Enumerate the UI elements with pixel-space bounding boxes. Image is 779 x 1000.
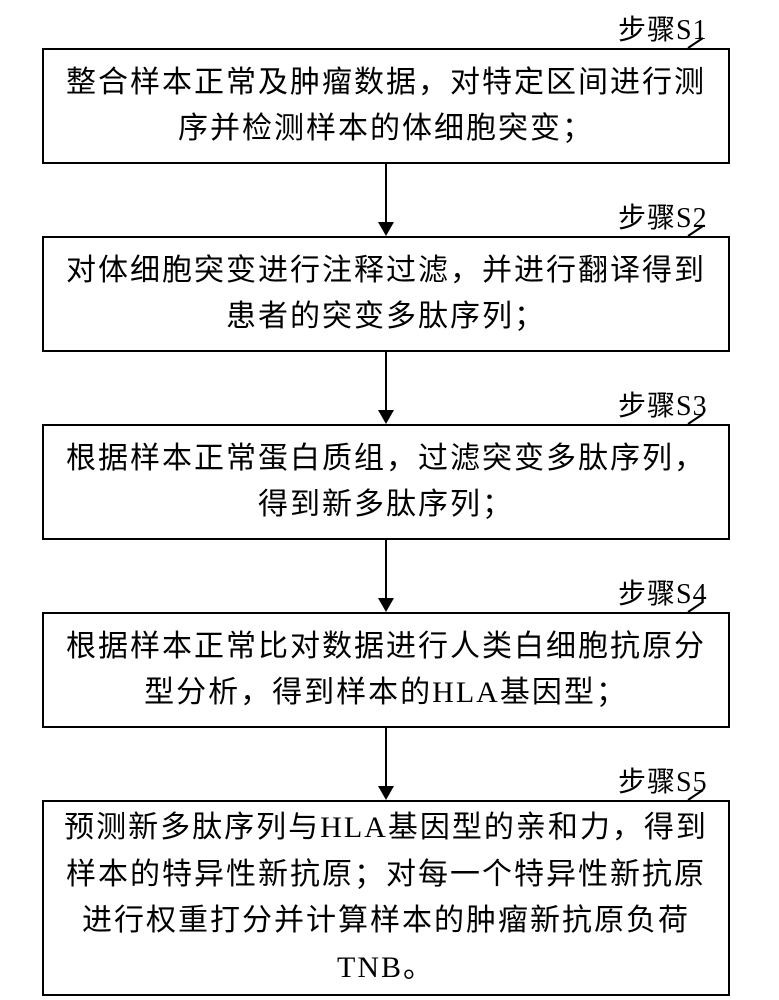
arrow-head-icon-1: [378, 222, 394, 236]
step-text-S2: 对体细胞突变进行注释过滤，并进行翻译得到患者的突变多肽序列；: [62, 248, 710, 341]
step-box-S2: 对体细胞突变进行注释过滤，并进行翻译得到患者的突变多肽序列；: [42, 236, 730, 352]
lead-line-S2: [686, 224, 705, 238]
lead-line-S5: [686, 788, 705, 802]
step-text-S3: 根据样本正常蛋白质组，过滤突变多肽序列，得到新多肽序列；: [62, 436, 710, 529]
lead-line-S1: [686, 36, 705, 50]
arrow-head-icon-2: [378, 410, 394, 424]
step-text-S4: 根据样本正常比对数据进行人类白细胞抗原分型分析，得到样本的HLA基因型；: [62, 624, 710, 717]
step-box-S3: 根据样本正常蛋白质组，过滤突变多肽序列，得到新多肽序列；: [42, 424, 730, 540]
arrow-line-3: [385, 540, 387, 598]
arrow-head-icon-4: [378, 786, 394, 800]
step-text-S5: 预测新多肽序列与HLA基因型的亲和力，得到样本的特异性新抗原；对每一个特异性新抗…: [62, 805, 710, 991]
step-text-S1: 整合样本正常及肿瘤数据，对特定区间进行测序并检测样本的体细胞突变；: [62, 60, 710, 153]
arrow-line-4: [385, 728, 387, 786]
step-box-S5: 预测新多肽序列与HLA基因型的亲和力，得到样本的特异性新抗原；对每一个特异性新抗…: [42, 800, 730, 996]
lead-line-S3: [686, 412, 705, 426]
flowchart-canvas: 整合样本正常及肿瘤数据，对特定区间进行测序并检测样本的体细胞突变；步骤S1对体细…: [0, 0, 779, 1000]
arrow-line-1: [385, 164, 387, 222]
arrow-head-icon-3: [378, 598, 394, 612]
arrow-line-2: [385, 352, 387, 410]
step-box-S1: 整合样本正常及肿瘤数据，对特定区间进行测序并检测样本的体细胞突变；: [42, 48, 730, 164]
step-box-S4: 根据样本正常比对数据进行人类白细胞抗原分型分析，得到样本的HLA基因型；: [42, 612, 730, 728]
lead-line-S4: [686, 600, 705, 614]
